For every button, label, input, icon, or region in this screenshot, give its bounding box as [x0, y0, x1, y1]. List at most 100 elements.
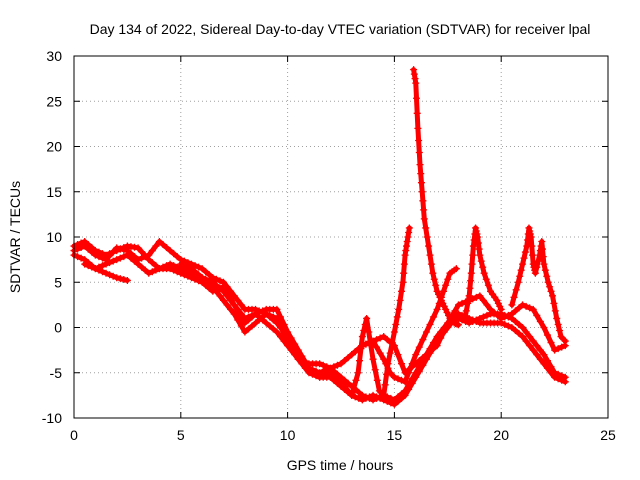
y-tick-label: -5	[50, 365, 63, 381]
data-point-marker	[234, 307, 242, 315]
data-point-marker	[252, 310, 260, 318]
data-point-marker	[373, 343, 381, 351]
data-point-marker	[469, 242, 477, 250]
data-point-marker	[209, 278, 217, 286]
data-point-marker	[547, 287, 555, 295]
data-point-marker	[547, 339, 555, 347]
data-point-marker	[443, 308, 451, 316]
data-point-marker	[540, 324, 548, 331]
data-point-marker	[526, 227, 534, 235]
data-point-marker	[538, 245, 546, 253]
data-point-marker	[504, 311, 512, 319]
data-point-marker	[496, 302, 504, 310]
data-point-marker	[180, 262, 188, 270]
data-point-marker	[237, 322, 245, 330]
data-point-marker	[388, 339, 396, 347]
y-tick-label: 10	[46, 229, 62, 245]
data-point-marker	[477, 257, 485, 265]
data-point-marker	[81, 242, 89, 250]
data-point-marker	[166, 247, 174, 255]
data-point-marker	[417, 170, 425, 178]
data-point-marker	[319, 361, 327, 369]
data-point-marker	[497, 314, 505, 322]
data-point-marker	[326, 364, 334, 372]
data-point-marker	[248, 322, 256, 330]
data-point-marker	[490, 308, 498, 316]
data-point-marker	[333, 361, 341, 369]
data-point-marker	[519, 260, 527, 268]
data-point-marker	[380, 391, 388, 399]
data-point-marker	[442, 305, 450, 313]
data-point-marker	[548, 292, 556, 300]
data-point-marker	[291, 351, 299, 359]
data-point-marker	[266, 311, 274, 319]
data-point-marker	[223, 292, 231, 300]
data-point-marker	[148, 259, 156, 267]
data-point-marker	[413, 109, 421, 117]
data-point-marker	[212, 281, 220, 289]
data-point-marker	[519, 333, 527, 341]
data-point-marker	[148, 268, 156, 276]
data-point-marker	[205, 284, 213, 292]
data-point-marker	[116, 275, 124, 283]
data-point-marker	[152, 266, 160, 274]
data-point-marker	[410, 70, 418, 78]
x-tick-label: 20	[493, 427, 509, 443]
data-point-marker	[106, 271, 114, 279]
data-point-marker	[333, 379, 341, 387]
data-point-marker	[551, 373, 559, 381]
data-point-marker	[414, 124, 422, 132]
data-point-marker	[497, 305, 505, 313]
data-point-marker	[398, 287, 406, 295]
data-point-marker	[468, 260, 476, 268]
data-point-marker	[419, 361, 427, 369]
data-point-marker	[113, 244, 121, 252]
data-point-marker	[482, 275, 490, 283]
data-point-marker	[422, 328, 430, 336]
data-point-marker	[445, 311, 453, 319]
data-point-marker	[472, 224, 480, 232]
data-point-marker	[539, 253, 547, 261]
data-point-marker	[410, 66, 418, 74]
data-point-marker	[494, 311, 502, 319]
data-point-marker	[145, 251, 153, 259]
data-point-marker	[400, 269, 408, 277]
data-point-marker	[470, 236, 478, 244]
data-point-marker	[365, 393, 373, 401]
data-point-marker	[540, 351, 548, 359]
data-point-marker	[436, 293, 444, 301]
data-point-marker	[494, 299, 502, 307]
data-point-marker	[341, 357, 349, 365]
data-point-marker	[526, 333, 534, 341]
data-point-marker	[138, 263, 146, 271]
data-point-marker	[106, 252, 114, 260]
data-point-marker	[398, 360, 406, 368]
data-point-marker	[396, 296, 404, 304]
series-track-5	[177, 224, 413, 399]
data-point-marker	[529, 346, 537, 354]
data-point-marker	[361, 320, 369, 328]
data-point-marker	[465, 292, 473, 300]
data-point-marker	[483, 301, 491, 309]
data-point-marker	[237, 313, 245, 321]
data-point-marker	[312, 370, 320, 378]
data-point-marker	[508, 310, 516, 318]
y-tick-label: 15	[46, 184, 62, 200]
data-point-marker	[205, 277, 213, 285]
data-point-marker	[454, 321, 462, 329]
data-point-marker	[284, 328, 292, 336]
data-point-marker	[191, 268, 199, 276]
y-tick-label: 25	[46, 93, 62, 109]
data-point-marker	[116, 245, 124, 253]
data-point-marker	[510, 293, 518, 301]
data-point-marker	[237, 301, 245, 309]
data-point-marker	[401, 391, 409, 399]
data-point-marker	[276, 313, 284, 321]
data-point-marker	[554, 320, 562, 328]
data-point-marker	[405, 228, 413, 236]
data-point-marker	[191, 275, 199, 283]
data-point-marker	[551, 307, 559, 315]
data-point-marker	[184, 272, 192, 280]
data-point-marker	[426, 348, 434, 356]
